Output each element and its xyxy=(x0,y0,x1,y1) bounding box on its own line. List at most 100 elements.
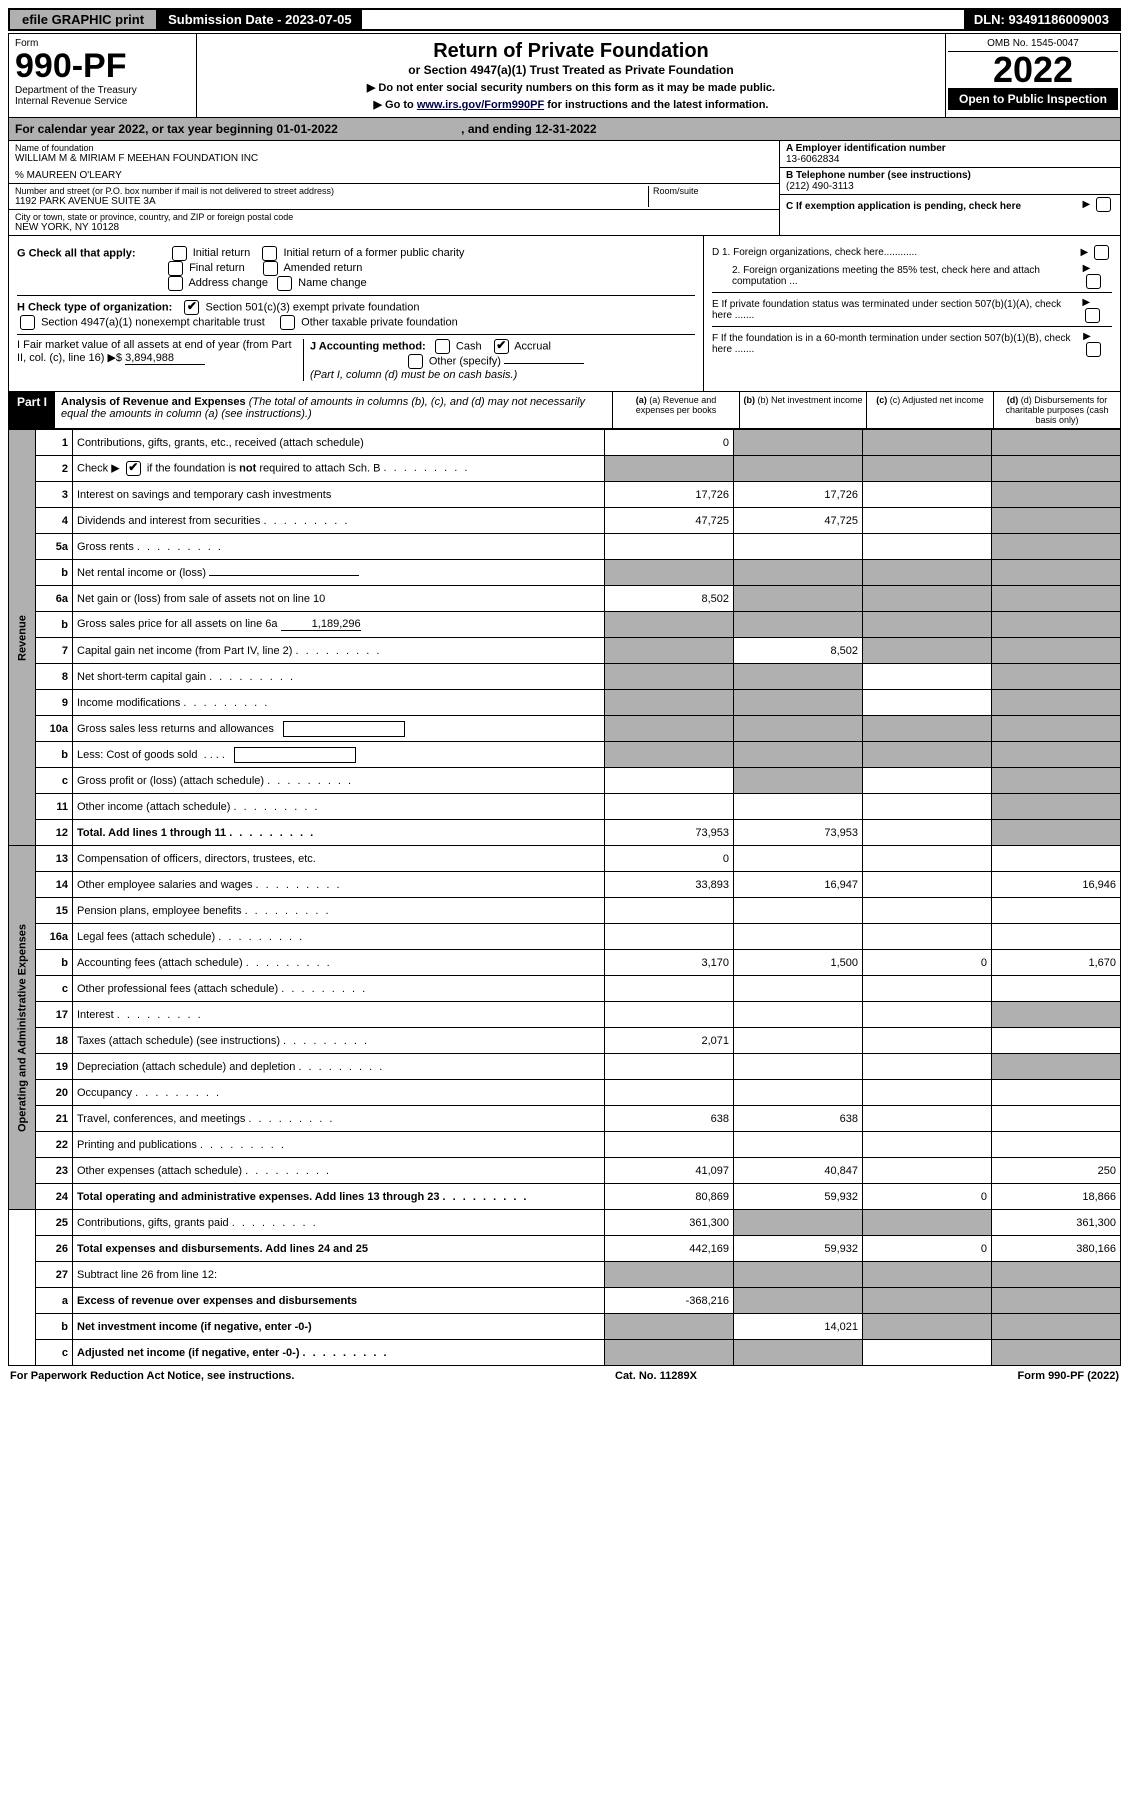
g-checkbox-former[interactable] xyxy=(262,246,277,261)
r25-txt: Contributions, gifts, grants paid xyxy=(77,1217,229,1229)
g-checkbox-amended[interactable] xyxy=(263,261,278,276)
part1-title-cell: Analysis of Revenue and Expenses (The to… xyxy=(55,392,612,428)
j-checkbox-cash[interactable] xyxy=(435,339,450,354)
city-label: City or town, state or province, country… xyxy=(15,212,773,222)
r2-checkbox[interactable] xyxy=(126,461,141,476)
r17-txt: Interest xyxy=(77,1009,114,1021)
g-checkbox-name[interactable] xyxy=(277,276,292,291)
d2-row: 2. Foreign organizations meeting the 85%… xyxy=(712,263,1112,289)
c-checkbox[interactable] xyxy=(1096,197,1111,212)
r18-b xyxy=(734,1028,863,1054)
h-checkbox-501c3[interactable] xyxy=(184,300,199,315)
r27-d xyxy=(992,1262,1121,1288)
r27c-txt: Adjusted net income (if negative, enter … xyxy=(77,1347,299,1359)
r6b-num: b xyxy=(36,612,73,638)
r16b-txt: Accounting fees (attach schedule) xyxy=(77,957,243,969)
r6b-a xyxy=(605,612,734,638)
f-checkbox[interactable] xyxy=(1086,342,1101,357)
r24-txt: Total operating and administrative expen… xyxy=(77,1191,439,1203)
row-22: 22 Printing and publications xyxy=(9,1132,1121,1158)
r6a-num: 6a xyxy=(36,586,73,612)
r18-d xyxy=(992,1028,1121,1054)
r6b-b xyxy=(734,612,863,638)
j-opt-1: Accrual xyxy=(514,340,551,352)
page-footer: For Paperwork Reduction Act Notice, see … xyxy=(8,1366,1121,1386)
g-opt-2: Final return xyxy=(189,262,245,274)
footer-right: Form 990-PF (2022) xyxy=(1018,1370,1120,1382)
h-checkbox-other[interactable] xyxy=(280,315,295,330)
r10a-a xyxy=(605,716,734,742)
r17-num: 17 xyxy=(36,1002,73,1028)
d2-checkbox[interactable] xyxy=(1086,274,1101,289)
r22-a xyxy=(605,1132,734,1158)
r18-c xyxy=(863,1028,992,1054)
r1-desc: Contributions, gifts, grants, etc., rece… xyxy=(73,430,605,456)
dln: DLN: 93491186009003 xyxy=(964,10,1119,29)
r23-desc: Other expenses (attach schedule) xyxy=(73,1158,605,1184)
r10a-desc: Gross sales less returns and allowances xyxy=(73,716,605,742)
r27b-num: b xyxy=(36,1314,73,1340)
col-d-head: (d) (d) Disbursements for charitable pur… xyxy=(993,392,1120,428)
j-label: J Accounting method: xyxy=(310,340,426,352)
instr-line-1: ▶ Do not enter social security numbers o… xyxy=(207,81,935,94)
r27a-b xyxy=(734,1288,863,1314)
r15-num: 15 xyxy=(36,898,73,924)
r5a-num: 5a xyxy=(36,534,73,560)
checks-right: D 1. Foreign organizations, check here..… xyxy=(703,236,1120,391)
r26-num: 26 xyxy=(36,1236,73,1262)
r16c-a xyxy=(605,976,734,1002)
r27c-desc: Adjusted net income (if negative, enter … xyxy=(73,1340,605,1366)
r27c-num: c xyxy=(36,1340,73,1366)
r27a-desc: Excess of revenue over expenses and disb… xyxy=(73,1288,605,1314)
r14-txt: Other employee salaries and wages xyxy=(77,879,252,891)
ij-row: I Fair market value of all assets at end… xyxy=(17,334,695,381)
r23-c xyxy=(863,1158,992,1184)
efile-print-button[interactable]: efile GRAPHIC print xyxy=(10,10,158,29)
r11-b xyxy=(734,794,863,820)
r27b-a xyxy=(605,1314,734,1340)
d2-label: 2. Foreign organizations meeting the 85%… xyxy=(712,265,1083,287)
r7-d xyxy=(992,638,1121,664)
row-1: Revenue 1 Contributions, gifts, grants, … xyxy=(9,430,1121,456)
g-checkbox-initial[interactable] xyxy=(172,246,187,261)
row-21: 21 Travel, conferences, and meetings 638… xyxy=(9,1106,1121,1132)
r21-num: 21 xyxy=(36,1106,73,1132)
r22-desc: Printing and publications xyxy=(73,1132,605,1158)
r2-num: 2 xyxy=(36,456,73,482)
r14-c xyxy=(863,872,992,898)
r10a-d xyxy=(992,716,1121,742)
empty-sidebar xyxy=(9,1210,36,1366)
phone-value: (212) 490-3113 xyxy=(786,181,854,192)
r2-a xyxy=(605,456,734,482)
col-b-text: (b) Net investment income xyxy=(757,395,862,405)
r15-a xyxy=(605,898,734,924)
d1-checkbox[interactable] xyxy=(1094,245,1109,260)
r6a-c xyxy=(863,586,992,612)
g-checkbox-final[interactable] xyxy=(168,261,183,276)
info-right: A Employer identification number 13-6062… xyxy=(779,141,1120,235)
e-checkbox[interactable] xyxy=(1085,308,1100,323)
row-23: 23 Other expenses (attach schedule) 41,0… xyxy=(9,1158,1121,1184)
j-checkbox-other[interactable] xyxy=(408,354,423,369)
r13-num: 13 xyxy=(36,846,73,872)
name-label: Name of foundation xyxy=(15,143,773,153)
r1-num: 1 xyxy=(36,430,73,456)
irs-link[interactable]: www.irs.gov/Form990PF xyxy=(417,99,544,111)
r12-d xyxy=(992,820,1121,846)
addr-value: 1192 PARK AVENUE SUITE 3A xyxy=(15,196,648,207)
j-checkbox-accrual[interactable] xyxy=(494,339,509,354)
r27a-a: -368,216 xyxy=(605,1288,734,1314)
g-checkbox-address[interactable] xyxy=(168,276,183,291)
r26-c: 0 xyxy=(863,1236,992,1262)
r14-num: 14 xyxy=(36,872,73,898)
checks-block: G Check all that apply: Initial return I… xyxy=(8,236,1121,392)
g-label: G Check all that apply: xyxy=(17,247,136,259)
j-other-line xyxy=(504,363,584,364)
h-checkbox-4947[interactable] xyxy=(20,315,35,330)
instr2-post: for instructions and the latest informat… xyxy=(544,99,768,111)
part1-header-row: Part I Analysis of Revenue and Expenses … xyxy=(8,392,1121,429)
part1-label: Part I xyxy=(9,392,55,428)
r10b-box xyxy=(234,747,356,763)
r22-num: 22 xyxy=(36,1132,73,1158)
r23-d: 250 xyxy=(992,1158,1121,1184)
